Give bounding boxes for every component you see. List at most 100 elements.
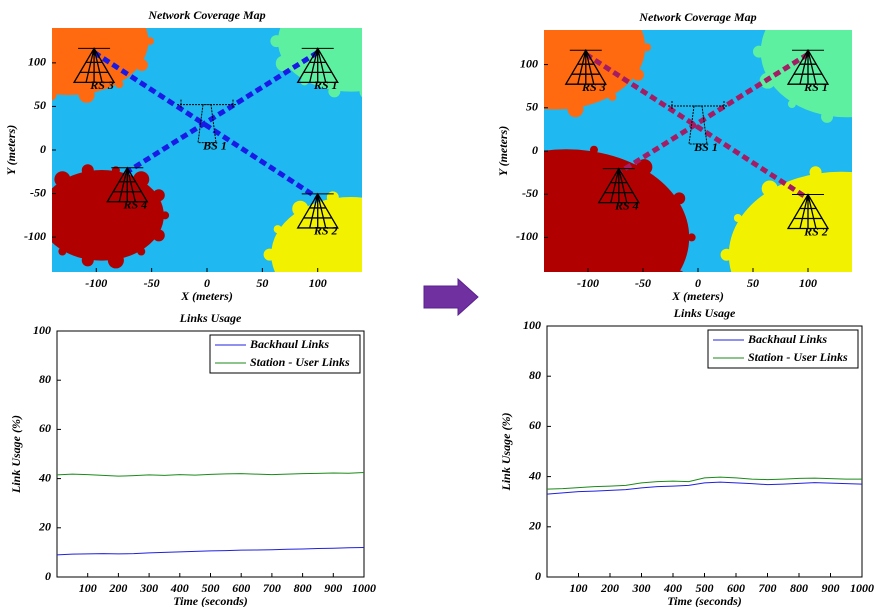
legend-label: Backhaul Links: [249, 337, 329, 351]
x-tick-label: -100: [577, 276, 599, 290]
coverage-speckle: [720, 248, 733, 261]
coverage-speckle: [359, 85, 362, 98]
coverage-speckle: [135, 58, 148, 71]
coverage-speckle: [766, 317, 774, 325]
x-tick-label: 900: [324, 581, 342, 595]
coverage-speckle: [263, 248, 276, 261]
y-tick-label: 80: [529, 368, 541, 382]
coverage-speckle: [270, 272, 286, 288]
coverage-speckle: [421, 37, 429, 45]
x-tick-label: 100: [309, 276, 327, 290]
coverage-speckle: [484, 304, 492, 312]
coverage-speckle: [809, 166, 822, 179]
coverage-speckle: [490, 0, 506, 6]
coverage-speckle: [300, 77, 309, 86]
coverage-speckle: [858, 109, 874, 125]
backhaul-link: [617, 52, 810, 175]
x-axis-label: X (meters): [671, 289, 724, 303]
coverage-speckle: [327, 306, 339, 318]
series-line: [546, 481, 863, 495]
coverage-speckle: [107, 252, 124, 269]
y-tick-label: 50: [526, 100, 538, 114]
coverage-speckle: [275, 55, 292, 72]
coverage-speckle: [111, 166, 120, 175]
station-tower: [296, 192, 339, 229]
station: RS 3: [72, 47, 116, 92]
y-tick-label: 20: [528, 519, 541, 533]
station: BS 1: [177, 99, 237, 152]
x-tick-label: 100: [570, 581, 588, 595]
coverage-speckle: [589, 145, 598, 154]
x-tick-label: 400: [663, 581, 682, 595]
coverage-area: [728, 171, 852, 272]
x-tick-label: -50: [635, 276, 651, 290]
coverage-area: [271, 197, 362, 272]
coverage-speckle: [394, 201, 410, 217]
coverage-area: [52, 170, 164, 261]
coverage-speckle: [58, 247, 67, 256]
coverage-speckle: [675, 270, 684, 272]
coverage-speckle: [862, 168, 870, 176]
y-tick-label: 0: [535, 569, 541, 583]
coverage-map: RS 3 RS 1 BS 1 RS 4 RS 2 -100 -50 0 50 100 -100 -50…: [484, 0, 874, 325]
coverage-speckle: [280, 15, 288, 23]
y-tick-label: -100: [516, 229, 538, 243]
coverage-speckle: [81, 254, 94, 267]
coverage-speckle: [393, 77, 401, 85]
chart-title: Links Usage: [179, 311, 242, 325]
x-tick-label: 600: [232, 581, 250, 595]
x-axis-label: X (meters): [180, 289, 233, 303]
station: RS 2: [296, 192, 339, 238]
x-tick-label: 500: [696, 581, 714, 595]
coverage-speckle: [54, 171, 71, 188]
y-axis-label: Link Usage (%): [9, 415, 23, 494]
x-tick-label: 400: [170, 581, 189, 595]
x-tick-label: 300: [632, 581, 651, 595]
station-label: RS 4: [122, 198, 147, 212]
plot-area: [484, 0, 874, 325]
station-label: RS 3: [581, 80, 606, 94]
station-tower: [597, 167, 640, 204]
legend: Backhaul Links Station - User Links: [209, 334, 361, 374]
coverage-speckle: [631, 68, 644, 81]
coverage-speckle: [10, 0, 26, 6]
y-axis-label: Y (meters): [4, 125, 18, 176]
coverage-speckle: [730, 283, 746, 299]
coverage-speckle: [418, 274, 430, 286]
x-tick-label: 700: [263, 581, 281, 595]
coverage-speckle: [643, 43, 652, 52]
station-tower: [72, 47, 116, 84]
station-label: RS 4: [614, 198, 639, 212]
station-tower: [786, 193, 830, 230]
coverage-speckle: [733, 213, 742, 222]
x-tick-label: 500: [202, 581, 220, 595]
coverage-area: [544, 149, 690, 272]
coverage-speckle: [152, 229, 165, 242]
coverage-speckle: [640, 304, 648, 312]
y-tick-label: -50: [522, 186, 538, 200]
x-tick-label: 900: [822, 581, 840, 595]
chart-title: Links Usage: [673, 306, 736, 320]
backhaul-link: [125, 50, 320, 174]
base-station: [177, 99, 237, 144]
y-tick-label: 60: [529, 418, 541, 432]
coverage-speckle: [604, 0, 620, 6]
coverage-speckle: [136, 11, 148, 23]
y-tick-label: 40: [528, 468, 541, 482]
legend-box: [707, 329, 859, 369]
coverage-speckle: [544, 149, 545, 151]
x-tick-label: 700: [759, 581, 777, 595]
plot-area: [10, 0, 430, 318]
series-line: [56, 546, 365, 556]
coverage-map: RS 3 RS 1 BS 1 RS 4 RS 2 -100 -50 0 50 100 -100 -50…: [4, 0, 430, 318]
coverage-speckle: [787, 99, 796, 108]
x-axis-label: Time (seconds): [173, 594, 248, 607]
x-tick-label: 800: [790, 581, 808, 595]
y-tick-label: 100: [28, 55, 46, 69]
station-label: RS 1: [313, 78, 338, 92]
coverage-speckle: [161, 211, 170, 220]
coverage-speckle: [784, 0, 800, 7]
coverage-speckle: [111, 0, 127, 6]
